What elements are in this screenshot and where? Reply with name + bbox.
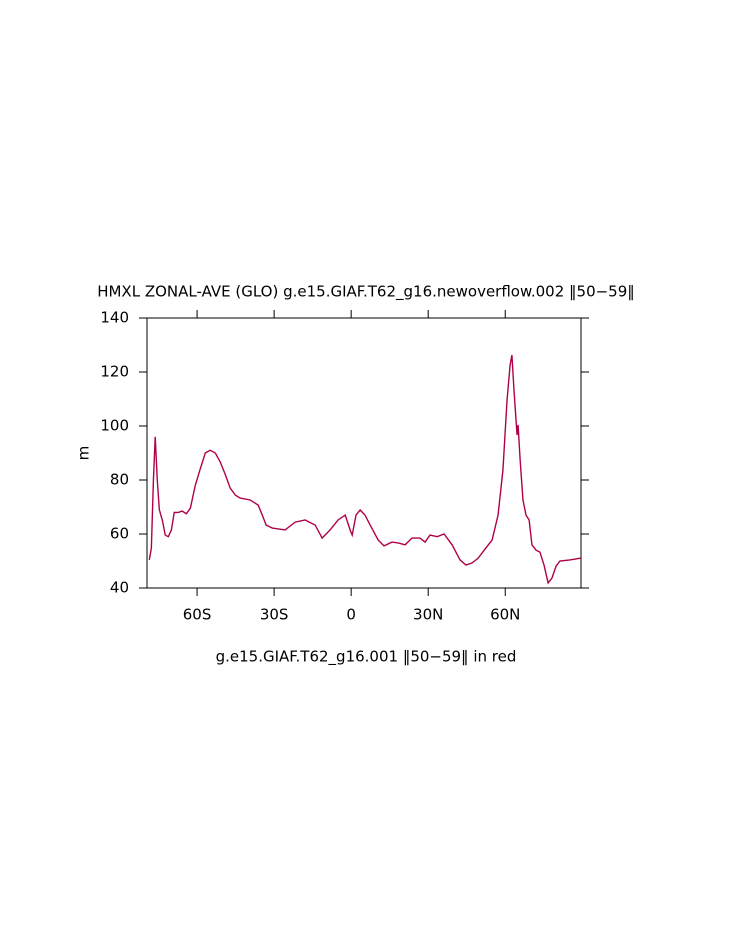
chart-subtitle: g.e15.GIAF.T62_g16.001 ‖50−59‖ in red <box>216 648 517 667</box>
x-tick-label: 30S <box>260 606 289 624</box>
y-tick-label: 120 <box>100 363 129 381</box>
x-tick-label: 0 <box>346 606 356 624</box>
y-tick-label: 40 <box>110 579 129 597</box>
data-line <box>148 354 582 585</box>
x-tick-label: 60S <box>183 606 212 624</box>
y-tick-label: 100 <box>100 417 129 435</box>
chart-title: HMXL ZONAL-AVE (GLO) g.e15.GIAF.T62_g16.… <box>97 283 635 302</box>
x-tick-label: 30N <box>413 606 443 624</box>
x-tick-label: 60N <box>490 606 520 624</box>
y-axis-label: m <box>75 446 93 461</box>
y-tick-label: 80 <box>110 471 129 489</box>
y-tick-label: 140 <box>100 309 129 327</box>
plot-frame <box>146 317 582 589</box>
y-tick-label: 60 <box>110 525 129 543</box>
